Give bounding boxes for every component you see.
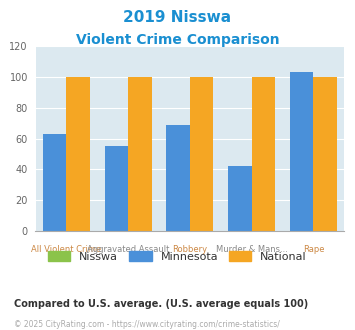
- Bar: [290, 72, 313, 231]
- Text: Violent Crime Comparison: Violent Crime Comparison: [76, 33, 279, 47]
- Text: © 2025 CityRating.com - https://www.cityrating.com/crime-statistics/: © 2025 CityRating.com - https://www.city…: [14, 320, 280, 329]
- Bar: [105, 146, 128, 231]
- Bar: [313, 77, 337, 231]
- Bar: [66, 77, 90, 231]
- Bar: [252, 77, 275, 231]
- Bar: [166, 125, 190, 231]
- Text: 2019 Nisswa: 2019 Nisswa: [124, 10, 231, 25]
- Bar: [128, 77, 152, 231]
- Text: Robbery: Robbery: [173, 245, 207, 254]
- Bar: [190, 77, 213, 231]
- Text: Murder & Mans...: Murder & Mans...: [216, 245, 288, 254]
- Text: All Violent Crime: All Violent Crime: [31, 245, 102, 254]
- Bar: [228, 166, 252, 231]
- Text: Compared to U.S. average. (U.S. average equals 100): Compared to U.S. average. (U.S. average …: [14, 299, 308, 309]
- Bar: [43, 134, 66, 231]
- Legend: Nisswa, Minnesota, National: Nisswa, Minnesota, National: [44, 247, 311, 267]
- Text: Rape: Rape: [303, 245, 324, 254]
- Text: Aggravated Assault: Aggravated Assault: [87, 245, 169, 254]
